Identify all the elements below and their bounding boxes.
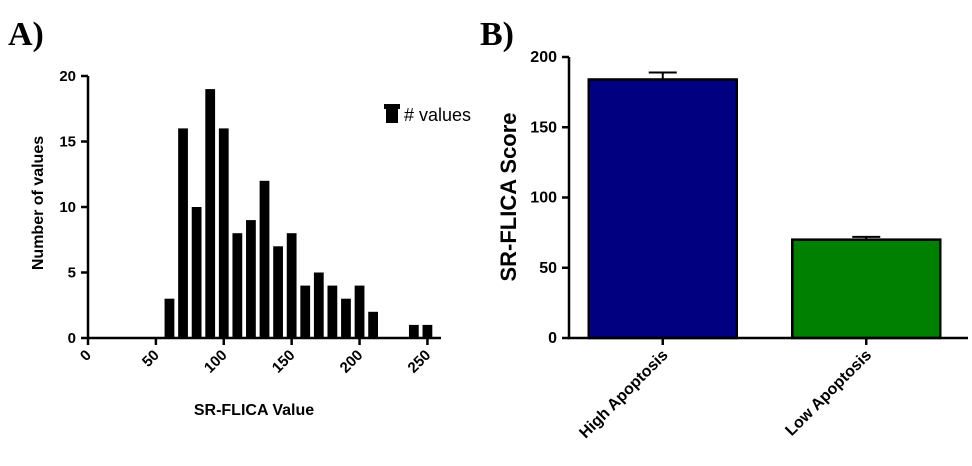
histogram-bar-100 (218, 128, 229, 338)
panel-a-label: A) (8, 16, 44, 53)
histogram-legend: # values (384, 104, 471, 125)
bar-chart-y-axis-title: SR-FLICA Score (496, 112, 521, 281)
histogram-y-tick-label-15: 15 (59, 134, 76, 151)
histogram-bar-140 (273, 246, 283, 338)
bar-high-apoptosis (587, 78, 738, 340)
histogram-x-ticks: 0 50 100 150 200 250 (77, 338, 434, 377)
histogram-x-axis-title: SR-FLICA Value (194, 402, 314, 419)
histogram-x-tick-label-100: 100 (201, 347, 231, 377)
histogram-x-tick-label-50: 50 (139, 347, 163, 371)
histogram-bar-80 (191, 207, 202, 338)
histogram-bar-90 (205, 89, 216, 338)
bar-chart-x-tick-label-0: High Apoptosis (576, 347, 671, 442)
bar-chart-x-tick-label-1: Low Apoptosis (782, 347, 875, 440)
legend-swatch-cap (384, 104, 400, 109)
histogram-y-tick-label-5: 5 (68, 265, 76, 282)
histogram-bar-160 (300, 285, 311, 338)
histogram-y-axis-title: Number of values (30, 136, 47, 270)
histogram-bars (164, 89, 433, 338)
bar-chart-y-tick-label-50: 50 (539, 260, 557, 277)
legend-label: # values (404, 105, 471, 125)
panel-b-label: B) (480, 16, 514, 53)
histogram-bar-180 (327, 285, 338, 338)
histogram-y-tick-label-20: 20 (59, 68, 76, 85)
histogram-bar-240 (408, 324, 419, 338)
histogram-x-tick-label-250: 250 (405, 347, 435, 377)
bar-chart-y-tick-label-0: 0 (548, 330, 557, 347)
bar-chart: 0 50 100 150 200 High Apoptosis Low Apoptosis… (496, 49, 968, 442)
bar-chart-y-tick-label-100: 100 (530, 190, 557, 207)
histogram-x-tick-label-200: 200 (337, 347, 367, 377)
histogram-bar-70 (178, 128, 188, 338)
bar-chart-y-tick-label-150: 150 (530, 119, 557, 136)
histogram-y-tick-label-0: 0 (68, 330, 76, 347)
bar-chart-y-ticks: 0 50 100 150 200 (530, 49, 569, 347)
histogram-x-tick-label-150: 150 (269, 347, 299, 377)
bar-chart-bars (587, 71, 942, 340)
histogram-bar-210 (368, 311, 379, 338)
histogram-bar-110 (232, 233, 243, 338)
histogram-bar-60 (164, 298, 175, 338)
histogram-y-ticks: 0 5 10 15 20 (59, 68, 88, 347)
histogram-bar-250 (422, 324, 433, 338)
bar-low-apoptosis (791, 238, 942, 340)
histogram-bar-170 (313, 272, 324, 338)
bar-chart-x-ticks: High Apoptosis Low Apoptosis (576, 338, 875, 442)
histogram-y-tick-label-10: 10 (59, 199, 76, 216)
histogram-x-tick-label-0: 0 (77, 347, 95, 365)
histogram-bar-150 (286, 233, 297, 338)
bar-chart-y-tick-label-200: 200 (530, 49, 557, 66)
histogram-bar-130 (259, 180, 270, 338)
histogram-bar-120 (246, 220, 256, 338)
histogram-bar-200 (354, 285, 365, 338)
histogram-bar-190 (341, 298, 351, 338)
